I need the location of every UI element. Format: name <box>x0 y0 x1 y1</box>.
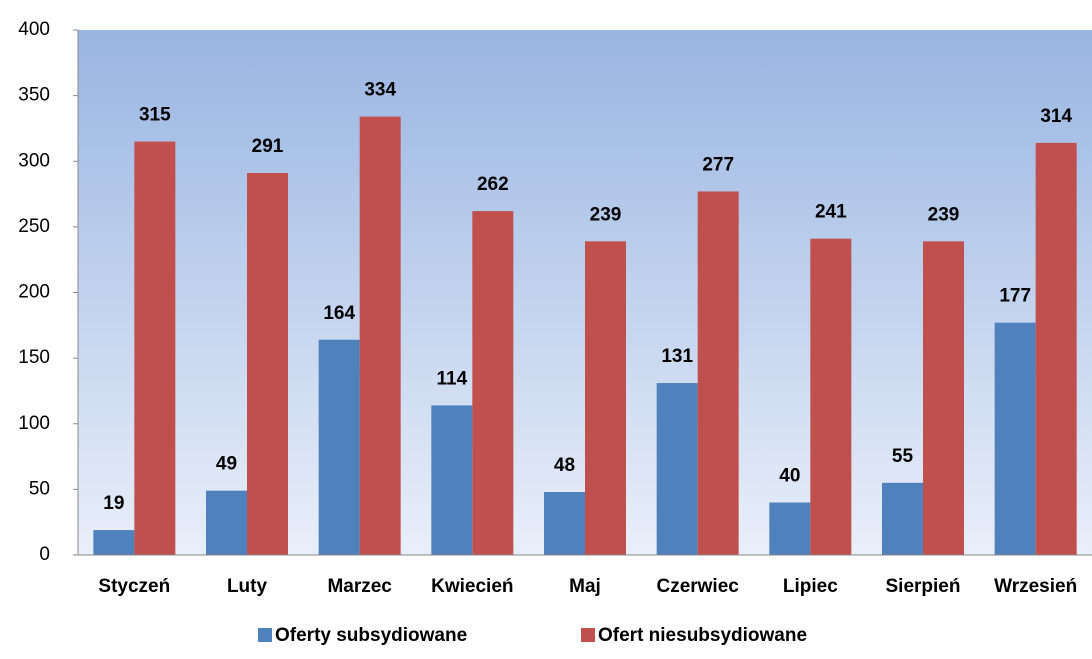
legend-swatch <box>581 628 595 642</box>
data-label: 262 <box>477 174 509 195</box>
data-label: 49 <box>216 454 237 475</box>
data-label: 239 <box>928 204 960 225</box>
bar <box>472 211 514 555</box>
bar <box>93 530 135 555</box>
data-label: 177 <box>999 286 1031 307</box>
y-tick-label: 350 <box>18 85 50 106</box>
bar <box>318 339 360 555</box>
bar <box>431 405 473 555</box>
legend-label: Ofert niesubsydiowane <box>598 625 807 646</box>
y-tick-label: 250 <box>18 216 50 237</box>
data-label: 131 <box>661 346 693 367</box>
y-tick-label: 300 <box>18 150 50 171</box>
bar <box>656 383 698 555</box>
data-label: 315 <box>139 105 171 126</box>
legend-label: Oferty subsydiowane <box>275 625 467 646</box>
x-tick-label: Maj <box>569 576 601 597</box>
data-label: 19 <box>103 493 124 514</box>
x-tick-label: Wrzesień <box>994 576 1077 597</box>
data-label: 239 <box>590 204 622 225</box>
bar <box>994 322 1036 555</box>
legend-swatch <box>258 628 272 642</box>
bar <box>585 241 626 555</box>
data-label: 48 <box>554 455 575 476</box>
bar <box>544 492 585 555</box>
x-tick-label: Czerwiec <box>656 576 739 597</box>
x-tick-label: Luty <box>227 576 268 597</box>
y-tick-label: 200 <box>18 282 50 303</box>
data-label: 55 <box>892 446 914 467</box>
data-label: 164 <box>323 303 355 324</box>
bar <box>359 116 401 555</box>
x-tick-label: Marzec <box>327 576 392 597</box>
bar <box>923 241 964 555</box>
bar <box>697 191 739 555</box>
x-tick-label: Kwiecień <box>431 576 513 597</box>
y-tick-label: 150 <box>18 347 50 368</box>
bar <box>1035 142 1077 555</box>
data-label: 291 <box>252 136 284 157</box>
y-tick-label: 50 <box>29 478 50 499</box>
data-label: 277 <box>702 154 734 175</box>
data-label: 114 <box>437 368 468 389</box>
bar <box>810 238 852 555</box>
bar <box>134 141 176 555</box>
data-label: 334 <box>364 80 396 101</box>
y-tick-label: 100 <box>18 413 50 434</box>
y-tick-label: 0 <box>39 544 50 565</box>
x-tick-label: Lipiec <box>783 576 838 597</box>
bar <box>206 490 247 555</box>
data-label: 241 <box>815 202 847 223</box>
data-label: 314 <box>1040 106 1072 127</box>
data-label: 40 <box>779 466 800 487</box>
x-tick-label: Sierpień <box>886 576 961 597</box>
x-tick-label: Styczeń <box>98 576 170 597</box>
bar <box>247 173 288 555</box>
y-tick-label: 400 <box>18 19 50 40</box>
bar <box>769 502 811 555</box>
bar <box>882 482 923 555</box>
